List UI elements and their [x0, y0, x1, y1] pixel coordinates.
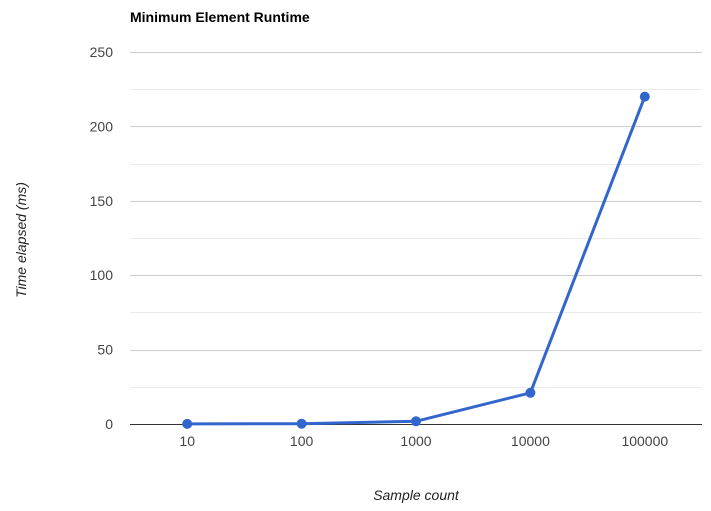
y-tick-label: 0 — [105, 416, 113, 432]
data-point[interactable] — [182, 418, 193, 429]
data-point[interactable] — [411, 416, 421, 427]
y-axis-ticks: 0 50 100 150 200 250 — [90, 44, 114, 432]
data-point[interactable] — [525, 387, 536, 398]
x-tick-label: 10 — [179, 433, 195, 449]
y-tick-label: 50 — [97, 342, 113, 358]
chart-title: Minimum Element Runtime — [130, 9, 310, 25]
x-tick-label: 100000 — [621, 433, 668, 449]
gridlines — [130, 52, 702, 425]
x-tick-label: 10000 — [511, 433, 550, 449]
y-tick-label: 100 — [90, 267, 114, 283]
x-tick-label: 1000 — [400, 433, 431, 449]
y-tick-label: 250 — [90, 44, 114, 60]
series-layer — [182, 91, 650, 429]
y-axis-label: Time elapsed (ms) — [13, 182, 29, 298]
x-axis-ticks: 10 100 1000 10000 100000 — [179, 433, 668, 449]
y-tick-label: 200 — [90, 118, 114, 134]
x-axis-label: Sample count — [373, 487, 460, 503]
series-line — [185, 95, 647, 426]
data-point[interactable] — [296, 418, 307, 429]
x-tick-label: 100 — [290, 433, 314, 449]
y-tick-label: 150 — [90, 193, 114, 209]
data-point[interactable] — [639, 91, 650, 102]
